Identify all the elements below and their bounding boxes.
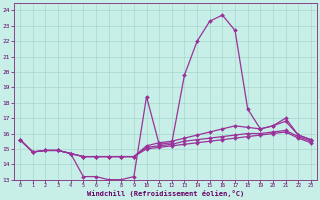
X-axis label: Windchill (Refroidissement éolien,°C): Windchill (Refroidissement éolien,°C) [87,190,244,197]
